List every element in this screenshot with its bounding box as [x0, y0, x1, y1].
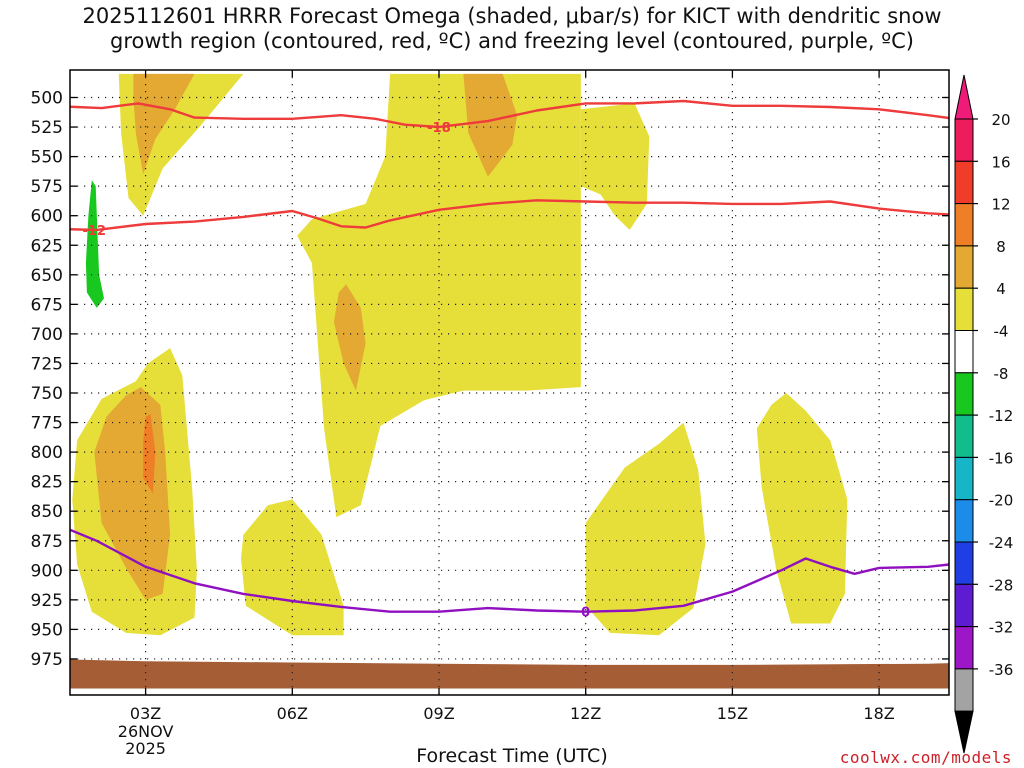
y-tick-label: 575: [31, 177, 63, 197]
x-date-label: 2025: [125, 739, 166, 758]
colorbar-bottom-arrow: [954, 710, 974, 754]
colorbar-swatch: [954, 160, 974, 205]
colorbar-top-arrow: [954, 74, 974, 120]
x-tick-label: 18Z: [863, 704, 894, 723]
y-tick-label: 950: [31, 620, 63, 640]
omega-region-3: [463, 73, 518, 177]
colorbar-label: -24: [989, 534, 1014, 552]
colorbar-swatch: [954, 414, 974, 458]
colorbar-swatch: [954, 372, 974, 416]
y-tick-label: 925: [31, 591, 63, 611]
x-tick-label: 03Z: [130, 704, 161, 723]
colorbar-swatch: [954, 287, 974, 332]
y-tick-label: 625: [31, 236, 63, 256]
x-tick-label: 06Z: [277, 704, 308, 723]
isotherm-label: -12: [83, 224, 107, 239]
chart-title-line-2: growth region (contoured, red, ºC) and f…: [110, 29, 914, 53]
isotherm-label: -18: [427, 121, 451, 136]
x-date-label: 26NOV: [118, 722, 174, 741]
y-tick-label: 600: [31, 207, 63, 227]
y-tick-label: 800: [31, 443, 63, 463]
colorbar-label: 20: [991, 111, 1010, 129]
x-tick-label: 09Z: [423, 704, 454, 723]
red-isotherm-1: [70, 199, 949, 232]
omega-region-10: [585, 422, 706, 636]
colorbar-label: -28: [989, 576, 1014, 594]
y-tick-label: 775: [31, 414, 63, 434]
red-isotherm-0: [70, 99, 949, 129]
y-tick-label: 550: [31, 148, 63, 168]
omega-fill-layer: [70, 73, 949, 689]
colorbar-label: -20: [989, 492, 1014, 510]
y-tick-label: 850: [31, 502, 63, 522]
colorbar-label: 8: [996, 238, 1006, 256]
colorbar-swatch: [954, 330, 974, 374]
credit-watermark: coolwx.com/models: [839, 748, 1012, 767]
freezing-level-label: 0: [581, 606, 590, 621]
omega-region-2: [297, 73, 581, 518]
omega-region-8: [143, 414, 156, 494]
chart-title: 2025112601 HRRR Forecast Omega (shaded, …: [0, 4, 1024, 54]
chart-title-line-1: 2025112601 HRRR Forecast Omega (shaded, …: [82, 4, 942, 28]
isotherm-layer: -18 -12 0: [70, 99, 949, 621]
y-tick-label: 875: [31, 532, 63, 552]
colorbar-label: 16: [991, 153, 1010, 171]
freezing-level-line: [70, 528, 949, 613]
colorbar-label: -36: [989, 661, 1014, 679]
y-tick-label: 700: [31, 325, 63, 345]
colorbar-swatch: [954, 118, 974, 162]
colorbar-swatch: [954, 456, 974, 501]
x-axis-label: Forecast Time (UTC): [416, 745, 608, 767]
y-tick-label: 650: [31, 266, 63, 286]
y-tick-label: 525: [31, 118, 63, 138]
terrain-band: [70, 659, 949, 689]
y-tick-label: 750: [31, 384, 63, 404]
colorbar-label: 12: [991, 196, 1010, 214]
colorbar-label: -4: [994, 323, 1009, 341]
colorbar-label: -16: [989, 449, 1014, 467]
colorbar-swatch: [954, 583, 974, 628]
omega-region-13: [85, 180, 104, 308]
y-tick-label: 825: [31, 473, 63, 493]
colorbar-swatch: [954, 499, 974, 543]
colorbar-swatch: [954, 626, 974, 670]
colorbar-label: -32: [989, 619, 1014, 637]
omega-region-11: [756, 393, 848, 624]
plot-frame: [69, 69, 950, 696]
colorbar-label: 4: [996, 280, 1006, 298]
y-tick-label: 725: [31, 354, 63, 374]
omega-region-1: [133, 73, 195, 175]
x-tick-label: 12Z: [570, 704, 601, 723]
colorbar-swatch: [954, 541, 974, 585]
y-tick-label: 975: [31, 650, 63, 670]
omega-region-5: [580, 103, 650, 230]
colorbar: 20 16 12 8 4 -4 -8 -12 -16 -20 -24 -28 -32 -36: [954, 74, 1014, 754]
colorbar-label: -12: [989, 407, 1014, 425]
y-tick-label: 675: [31, 295, 63, 315]
colorbar-label: -8: [994, 365, 1009, 383]
colorbar-swatch: [954, 668, 974, 712]
y-tick-label: 900: [31, 561, 63, 581]
y-tick-label: 500: [31, 89, 63, 109]
x-tick-label: 15Z: [717, 704, 748, 723]
colorbar-swatch: [954, 203, 974, 247]
axes-layer: 500 525 550 575 600 625 650 675 700 725 750 775 800 8…: [31, 69, 950, 758]
colorbar-swatch: [954, 245, 974, 289]
